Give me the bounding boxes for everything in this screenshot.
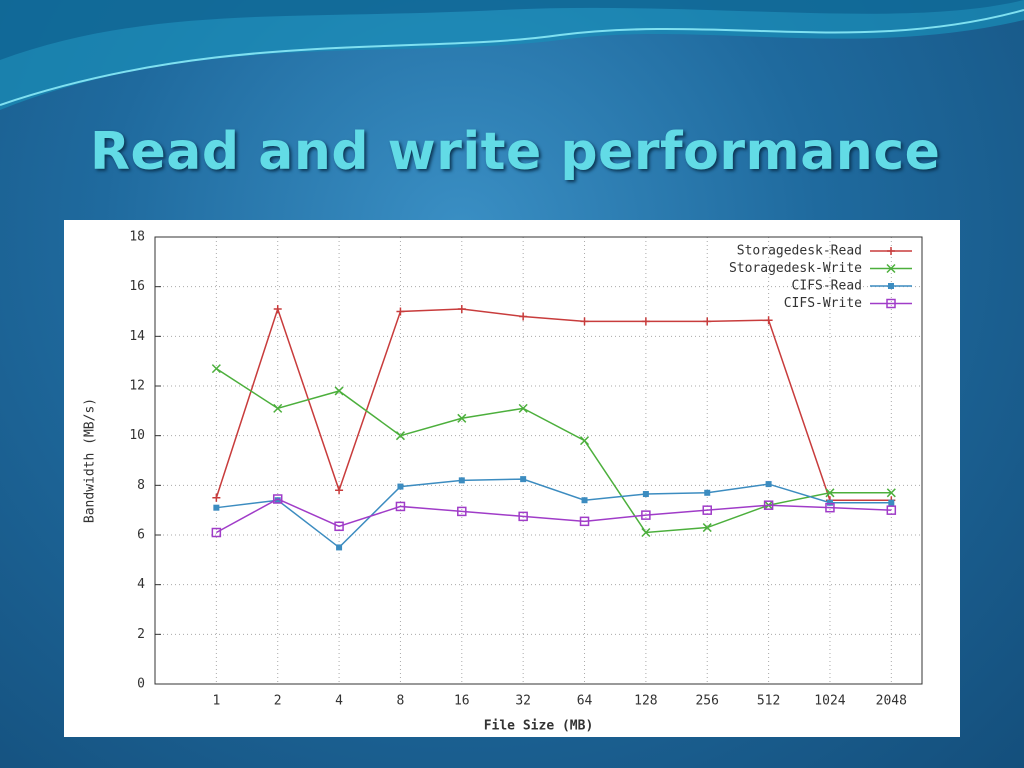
x-axis-label: File Size (MB) [484,719,594,734]
point [702,523,712,533]
y-tick-label: 14 [129,329,145,344]
point [520,476,527,483]
y-tick-label: 16 [129,279,145,294]
x-tick-label: 2 [274,694,282,709]
point [704,489,711,496]
point [642,491,649,498]
point [274,497,281,504]
legend-marker [887,247,895,255]
point [886,505,897,515]
point [395,501,406,512]
point [457,305,466,314]
point [458,477,465,484]
point [273,305,282,314]
point [334,386,344,396]
y-tick-label: 0 [137,677,145,692]
series-line [216,498,892,534]
point [825,488,835,498]
x-tick-label: 256 [695,694,718,709]
legend-label: Storagedesk-Write [729,261,862,276]
point [457,413,467,423]
point [519,312,528,321]
y-tick-label: 6 [137,528,145,543]
x-tick-label: 1024 [814,694,845,709]
point [212,493,221,502]
x-tick-label: 64 [577,694,593,709]
x-tick-label: 16 [454,694,470,709]
point [396,307,405,316]
y-tick-label: 8 [137,478,145,493]
x-tick-label: 1 [212,694,220,709]
y-axis-label: Bandwidth (MB/s) [83,398,98,523]
point [395,431,405,441]
legend-label: CIFS-Read [792,279,862,294]
x-tick-label: 4 [335,694,343,709]
x-tick-label: 128 [634,694,657,709]
series-line [215,367,892,534]
x-tick-label: 8 [397,694,405,709]
point [457,506,467,517]
point [641,527,651,538]
point [273,403,283,413]
y-tick-label: 2 [137,627,145,642]
point [641,510,651,520]
point [518,511,528,522]
series-line [216,478,892,549]
slide-title: Read and write performance [90,122,941,182]
point [334,521,344,532]
x-tick-label: 2048 [876,694,907,709]
point [579,516,590,527]
legend-marker [888,283,894,289]
point [763,500,774,510]
point [580,317,589,326]
point [336,544,343,551]
legend-label: Storagedesk-Read [737,244,862,259]
point [888,499,895,506]
point [335,486,344,495]
legend-marker [886,298,896,309]
x-tick-label: 32 [515,694,531,709]
point [765,481,772,488]
point [579,436,590,446]
point [272,494,283,504]
series-line [215,306,892,501]
y-tick-label: 18 [129,230,145,245]
point [886,488,896,498]
legend-marker [886,263,896,274]
point [211,364,221,374]
point [641,317,650,326]
y-tick-label: 12 [129,379,145,394]
point [213,504,220,511]
point [581,497,588,504]
point [825,502,835,513]
wave-decoration [0,0,1024,110]
point [826,499,833,506]
point [397,483,404,490]
y-tick-label: 10 [129,428,145,443]
point [518,403,528,413]
legend-label: CIFS-Write [784,296,862,311]
point [211,527,222,538]
y-tick-label: 4 [137,577,145,592]
point [702,505,712,515]
plot-frame [154,236,923,685]
x-tick-label: 512 [757,694,780,709]
point [703,317,712,326]
point [764,316,773,325]
